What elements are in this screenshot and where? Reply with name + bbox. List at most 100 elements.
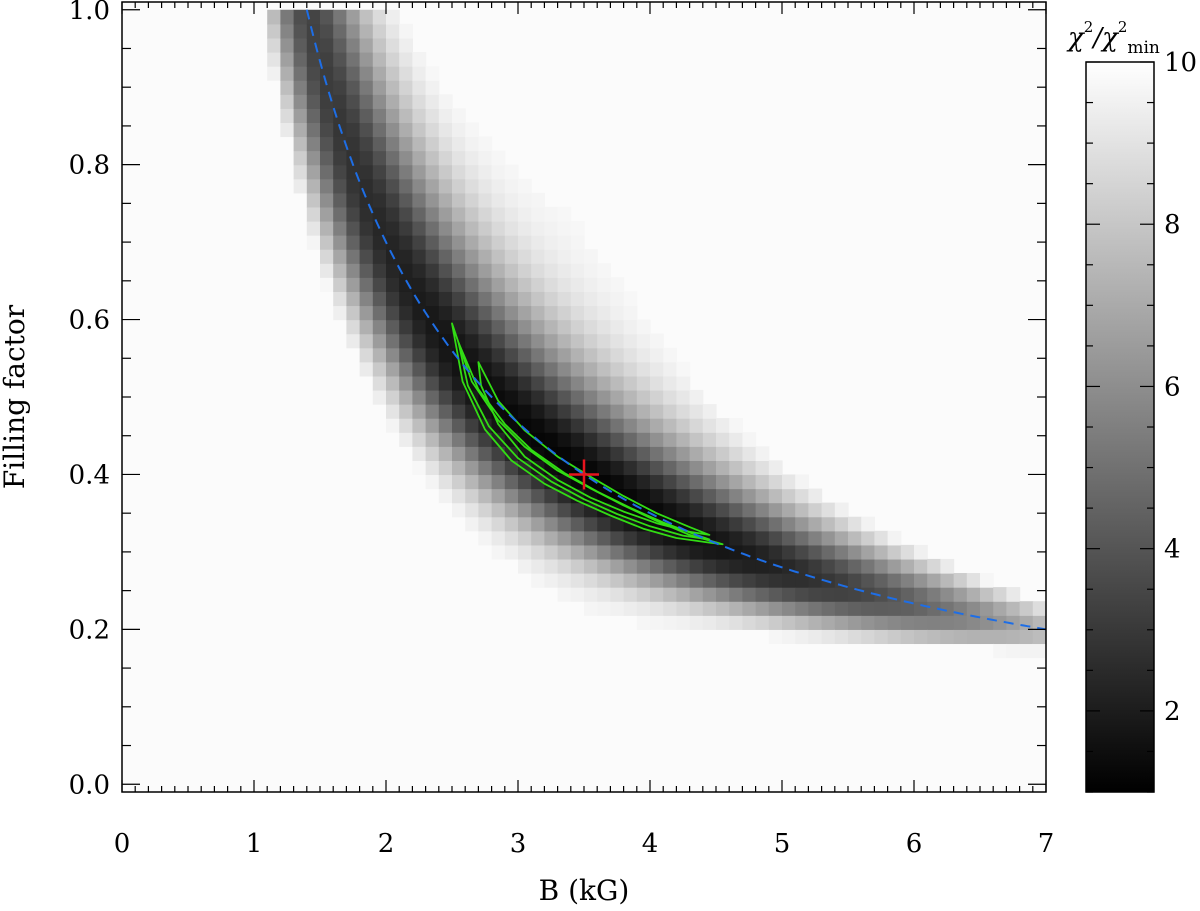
heatmap-cell — [504, 291, 519, 307]
heatmap-cell — [795, 573, 809, 588]
heatmap-cell — [597, 404, 611, 419]
heatmap-cell — [544, 488, 559, 504]
heatmap-cell — [702, 460, 717, 476]
heatmap-cell — [280, 80, 295, 95]
heatmap-cell — [584, 291, 598, 307]
heatmap-cell — [557, 432, 572, 447]
heatmap-cell — [557, 446, 572, 461]
heatmap-cell — [452, 432, 466, 447]
heatmap-cell — [425, 66, 440, 81]
heatmap-cell — [584, 530, 598, 546]
heatmap-cell — [729, 530, 743, 546]
heatmap-cell — [610, 544, 625, 560]
heatmap-cell — [293, 37, 308, 53]
heatmap-cell — [676, 587, 691, 602]
heatmap-cell — [320, 9, 334, 25]
heatmap-cell — [386, 66, 400, 81]
heatmap-cell — [412, 460, 427, 476]
heatmap-cell — [584, 347, 598, 363]
heatmap-cell — [478, 347, 493, 363]
heatmap-cell — [636, 375, 651, 391]
heatmap-cell — [346, 291, 361, 307]
heatmap-cell — [412, 192, 427, 208]
heatmap-cell — [795, 516, 809, 532]
heatmap-cell — [478, 263, 493, 278]
heatmap-cell — [557, 291, 572, 307]
heatmap-cell — [729, 601, 743, 616]
heatmap-cell — [914, 615, 928, 630]
heatmap-cell — [293, 66, 308, 81]
heatmap-cell — [544, 263, 559, 278]
heatmap-cell — [663, 404, 677, 419]
colorbar-tick-labels: 2 4 6 8 10 — [1164, 48, 1197, 727]
heatmap-cell — [491, 460, 506, 476]
heatmap-cell — [861, 615, 875, 630]
heatmap-cell — [663, 601, 677, 616]
y-tick-labels: 0.0 0.2 0.4 0.6 0.8 1.0 — [69, 0, 110, 800]
heatmap-cell — [386, 361, 400, 377]
heatmap-cell — [702, 544, 717, 560]
heatmap-cell — [518, 178, 532, 194]
heatmap-cell — [768, 502, 783, 518]
heatmap-cell — [333, 178, 347, 194]
heatmap-cell — [491, 375, 506, 391]
heatmap-cell — [412, 432, 427, 447]
heatmap-cell — [359, 164, 374, 180]
heatmap-cell — [320, 164, 334, 180]
heatmap-cell — [993, 629, 1007, 645]
heatmap-cell — [306, 37, 321, 53]
heatmap-cell — [716, 573, 730, 588]
heatmap-cell — [610, 404, 625, 419]
heatmap-cell — [320, 94, 334, 109]
heatmap-cell — [465, 502, 479, 518]
heatmap-cell — [900, 587, 915, 602]
heatmap-cell — [874, 558, 889, 574]
heatmap-cell — [834, 544, 849, 560]
heatmap-cell — [544, 389, 559, 405]
heatmap-cell — [544, 558, 559, 574]
heatmap-cell — [372, 291, 387, 307]
heatmap-cell — [478, 150, 493, 166]
heatmap-cell — [689, 389, 704, 405]
heatmap-cell — [702, 601, 717, 616]
heatmap-cell — [808, 544, 823, 560]
heatmap-cell — [834, 615, 849, 630]
heatmap-cell — [425, 375, 440, 391]
heatmap-cell — [887, 629, 902, 645]
heatmap-cell — [557, 502, 572, 518]
heatmap-cell — [504, 488, 519, 504]
x-tick-label: 2 — [378, 829, 395, 859]
heatmap-cell — [610, 319, 625, 335]
heatmap-cell — [795, 615, 809, 630]
heatmap-cell — [689, 573, 704, 588]
heatmap-cell — [940, 629, 955, 645]
heatmap-cell — [491, 544, 506, 560]
heatmap-cell — [478, 220, 493, 236]
heatmap-cell — [333, 80, 347, 95]
heatmap-cell — [584, 418, 598, 433]
heatmap-cell — [491, 319, 506, 335]
y-tick-label: 0.4 — [69, 460, 110, 490]
heatmap-cell — [980, 601, 994, 616]
heatmap-cell — [557, 558, 572, 574]
heatmap-cell — [768, 488, 783, 504]
heatmap-cell — [491, 333, 506, 349]
heatmap-cell — [663, 389, 677, 405]
y-axis-title: Filling factor — [0, 304, 31, 489]
heatmap-cell — [782, 615, 796, 630]
heatmap-cell — [452, 108, 466, 123]
heatmap-cell — [689, 615, 704, 630]
heatmap-cell — [795, 587, 809, 602]
heatmap — [122, 2, 1046, 792]
heatmap-cell — [504, 178, 519, 194]
heatmap-cell — [689, 558, 704, 574]
heatmap-cell — [980, 573, 994, 588]
heatmap-cell — [518, 530, 532, 546]
heatmap-cell — [623, 291, 638, 307]
heatmap-cell — [491, 432, 506, 447]
heatmap-cell — [729, 615, 743, 630]
heatmap-cell — [597, 516, 611, 532]
heatmap-cell — [636, 432, 651, 447]
heatmap-cell — [478, 474, 493, 490]
heatmap-cell — [953, 615, 968, 630]
